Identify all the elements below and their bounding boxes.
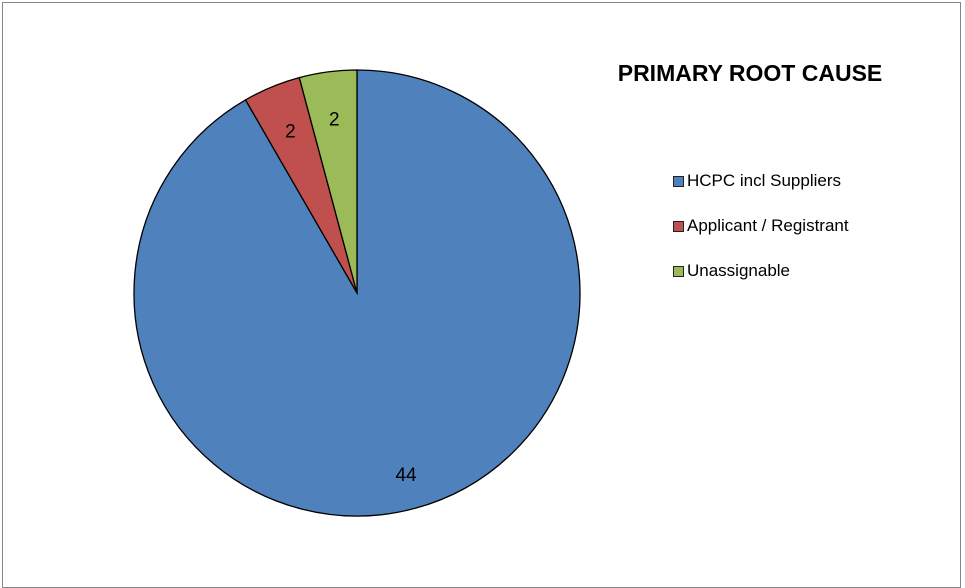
legend-item-applicant: Applicant / Registrant: [673, 215, 849, 237]
legend-swatch-hcpc: [673, 175, 684, 187]
chart-title: PRIMARY ROOT CAUSE: [617, 60, 883, 86]
data-label-applicant: 2: [285, 121, 296, 142]
data-label-hcpc: 44: [395, 465, 417, 486]
legend: HCPC incl Suppliers Applicant / Registra…: [673, 170, 849, 305]
legend-label-applicant: Applicant / Registrant: [687, 216, 849, 235]
legend-item-unassignable: Unassignable: [673, 260, 849, 282]
legend-label-hcpc: HCPC incl Suppliers: [687, 171, 841, 190]
pie-slice-unassignable: [298, 69, 358, 294]
legend-swatch-unassignable: [673, 265, 684, 277]
legend-label-unassignable: Unassignable: [687, 261, 791, 280]
legend-swatch-applicant: [673, 220, 684, 232]
legend-item-hcpc: HCPC incl Suppliers: [673, 170, 849, 192]
data-label-unassignable: 2: [329, 110, 340, 131]
